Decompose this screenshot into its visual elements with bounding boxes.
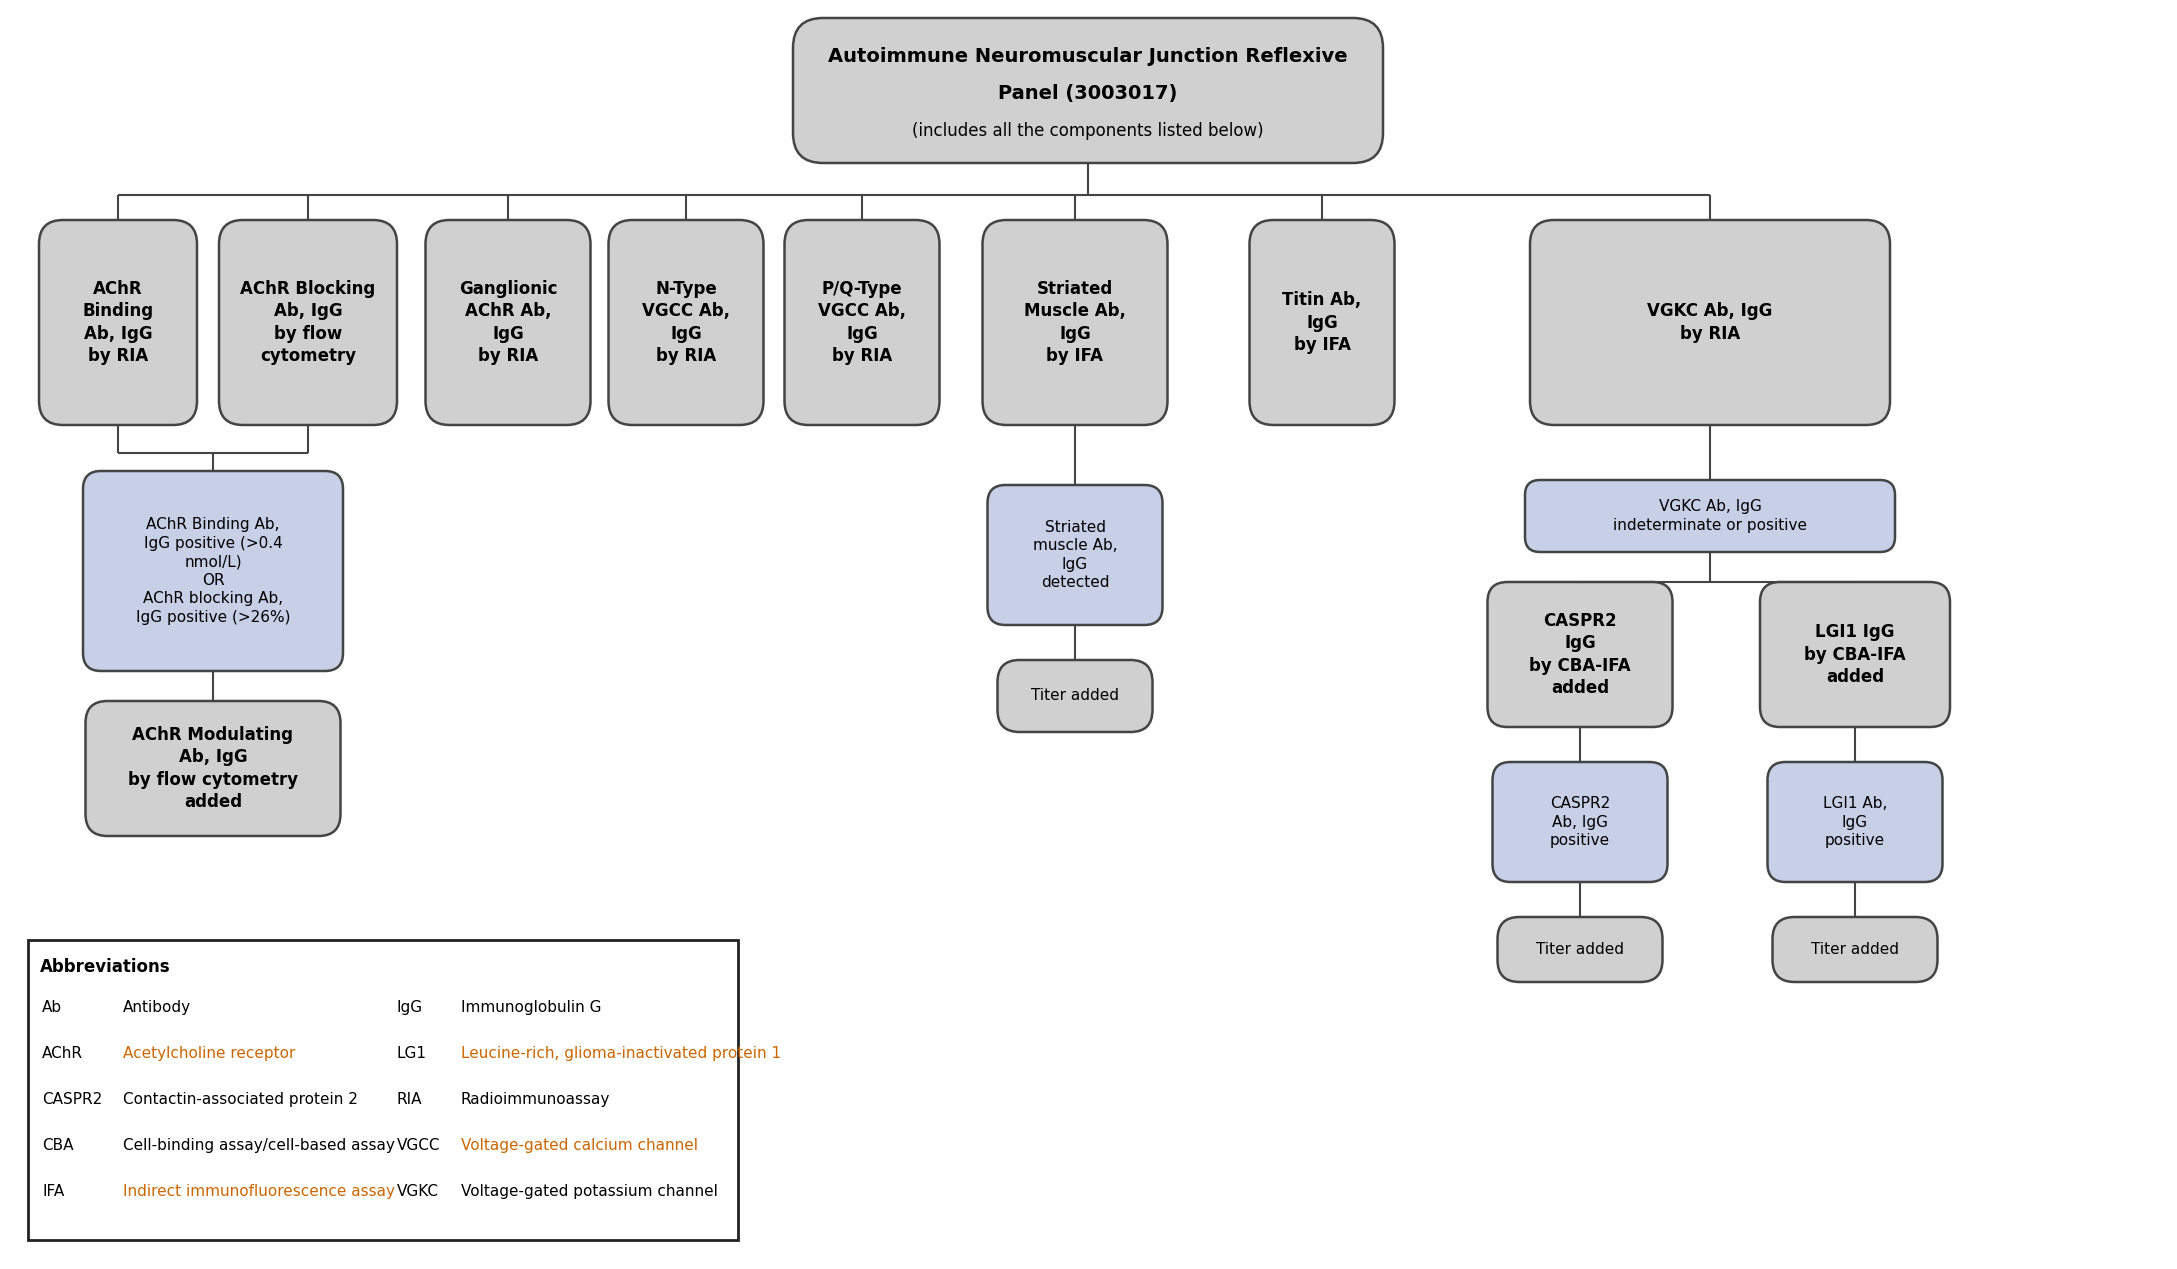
Text: LGI1 IgG
by CBA-IFA
added: LGI1 IgG by CBA-IFA added <box>1805 623 1905 685</box>
FancyBboxPatch shape <box>982 220 1167 425</box>
Text: VGCC: VGCC <box>396 1138 440 1154</box>
FancyBboxPatch shape <box>1493 761 1668 882</box>
FancyBboxPatch shape <box>85 700 340 836</box>
Text: Radioimmunoassay: Radioimmunoassay <box>462 1093 610 1107</box>
FancyBboxPatch shape <box>988 485 1163 626</box>
Text: AChR: AChR <box>41 1046 83 1061</box>
FancyBboxPatch shape <box>1526 480 1894 552</box>
FancyBboxPatch shape <box>425 220 590 425</box>
Text: Contactin-associated protein 2: Contactin-associated protein 2 <box>122 1093 357 1107</box>
FancyBboxPatch shape <box>1498 917 1663 982</box>
Text: Titer added: Titer added <box>1032 689 1119 703</box>
Text: AChR Modulating
Ab, IgG
by flow cytometry
added: AChR Modulating Ab, IgG by flow cytometr… <box>128 726 298 811</box>
Text: Cell-binding assay/cell-based assay: Cell-binding assay/cell-based assay <box>122 1138 394 1154</box>
Text: Immunoglobulin G: Immunoglobulin G <box>462 1000 601 1015</box>
FancyBboxPatch shape <box>1487 582 1672 727</box>
Text: CASPR2: CASPR2 <box>41 1093 102 1107</box>
FancyBboxPatch shape <box>610 220 764 425</box>
Text: Indirect immunofluorescence assay: Indirect immunofluorescence assay <box>122 1184 394 1199</box>
Text: RIA: RIA <box>396 1093 422 1107</box>
FancyBboxPatch shape <box>1759 582 1951 727</box>
FancyBboxPatch shape <box>792 18 1382 162</box>
Text: IFA: IFA <box>41 1184 65 1199</box>
Text: VGKC Ab, IgG
indeterminate or positive: VGKC Ab, IgG indeterminate or positive <box>1613 499 1807 533</box>
Text: IgG: IgG <box>396 1000 422 1015</box>
Text: P/Q-Type
VGCC Ab,
IgG
by RIA: P/Q-Type VGCC Ab, IgG by RIA <box>819 280 906 364</box>
Text: LGI1 Ab,
IgG
positive: LGI1 Ab, IgG positive <box>1822 796 1887 848</box>
Text: CASPR2
IgG
by CBA-IFA
added: CASPR2 IgG by CBA-IFA added <box>1528 612 1631 697</box>
Text: Voltage-gated potassium channel: Voltage-gated potassium channel <box>462 1184 718 1199</box>
FancyBboxPatch shape <box>1772 917 1938 982</box>
Text: CBA: CBA <box>41 1138 74 1154</box>
Text: Striated
Muscle Ab,
IgG
by IFA: Striated Muscle Ab, IgG by IFA <box>1023 280 1126 364</box>
Text: Ganglionic
AChR Ab,
IgG
by RIA: Ganglionic AChR Ab, IgG by RIA <box>459 280 557 364</box>
Text: Titer added: Titer added <box>1537 942 1624 957</box>
Text: Panel (3003017): Panel (3003017) <box>999 84 1178 103</box>
Text: LG1: LG1 <box>396 1046 427 1061</box>
Text: Acetylcholine receptor: Acetylcholine receptor <box>122 1046 296 1061</box>
Text: CASPR2
Ab, IgG
positive: CASPR2 Ab, IgG positive <box>1550 796 1611 848</box>
Text: VGKC: VGKC <box>396 1184 440 1199</box>
FancyBboxPatch shape <box>1768 761 1942 882</box>
Text: AChR Binding Ab,
IgG positive (>0.4
nmol/L)
OR
AChR blocking Ab,
IgG positive (>: AChR Binding Ab, IgG positive (>0.4 nmol… <box>135 516 290 626</box>
FancyBboxPatch shape <box>39 220 196 425</box>
Text: VGKC Ab, IgG
by RIA: VGKC Ab, IgG by RIA <box>1648 302 1772 343</box>
Text: AChR
Binding
Ab, IgG
by RIA: AChR Binding Ab, IgG by RIA <box>83 280 155 364</box>
Text: Leucine-rich, glioma-inactivated protein 1: Leucine-rich, glioma-inactivated protein… <box>462 1046 782 1061</box>
Text: Striated
muscle Ab,
IgG
detected: Striated muscle Ab, IgG detected <box>1032 519 1117 590</box>
FancyBboxPatch shape <box>997 660 1152 732</box>
Text: Antibody: Antibody <box>122 1000 192 1015</box>
Text: AChR Blocking
Ab, IgG
by flow
cytometry: AChR Blocking Ab, IgG by flow cytometry <box>239 280 377 364</box>
Bar <box>28 940 738 1240</box>
Text: N-Type
VGCC Ab,
IgG
by RIA: N-Type VGCC Ab, IgG by RIA <box>642 280 729 364</box>
FancyBboxPatch shape <box>1250 220 1395 425</box>
Text: Voltage-gated calcium channel: Voltage-gated calcium channel <box>462 1138 699 1154</box>
FancyBboxPatch shape <box>83 471 344 671</box>
FancyBboxPatch shape <box>1530 220 1890 425</box>
Text: Abbreviations: Abbreviations <box>39 958 170 976</box>
Text: Ab: Ab <box>41 1000 63 1015</box>
FancyBboxPatch shape <box>784 220 940 425</box>
Text: Titin Ab,
IgG
by IFA: Titin Ab, IgG by IFA <box>1282 292 1361 354</box>
Text: Titer added: Titer added <box>1811 942 1898 957</box>
Text: (includes all the components listed below): (includes all the components listed belo… <box>912 122 1265 140</box>
Text: Autoimmune Neuromuscular Junction Reflexive: Autoimmune Neuromuscular Junction Reflex… <box>827 47 1348 66</box>
FancyBboxPatch shape <box>220 220 396 425</box>
